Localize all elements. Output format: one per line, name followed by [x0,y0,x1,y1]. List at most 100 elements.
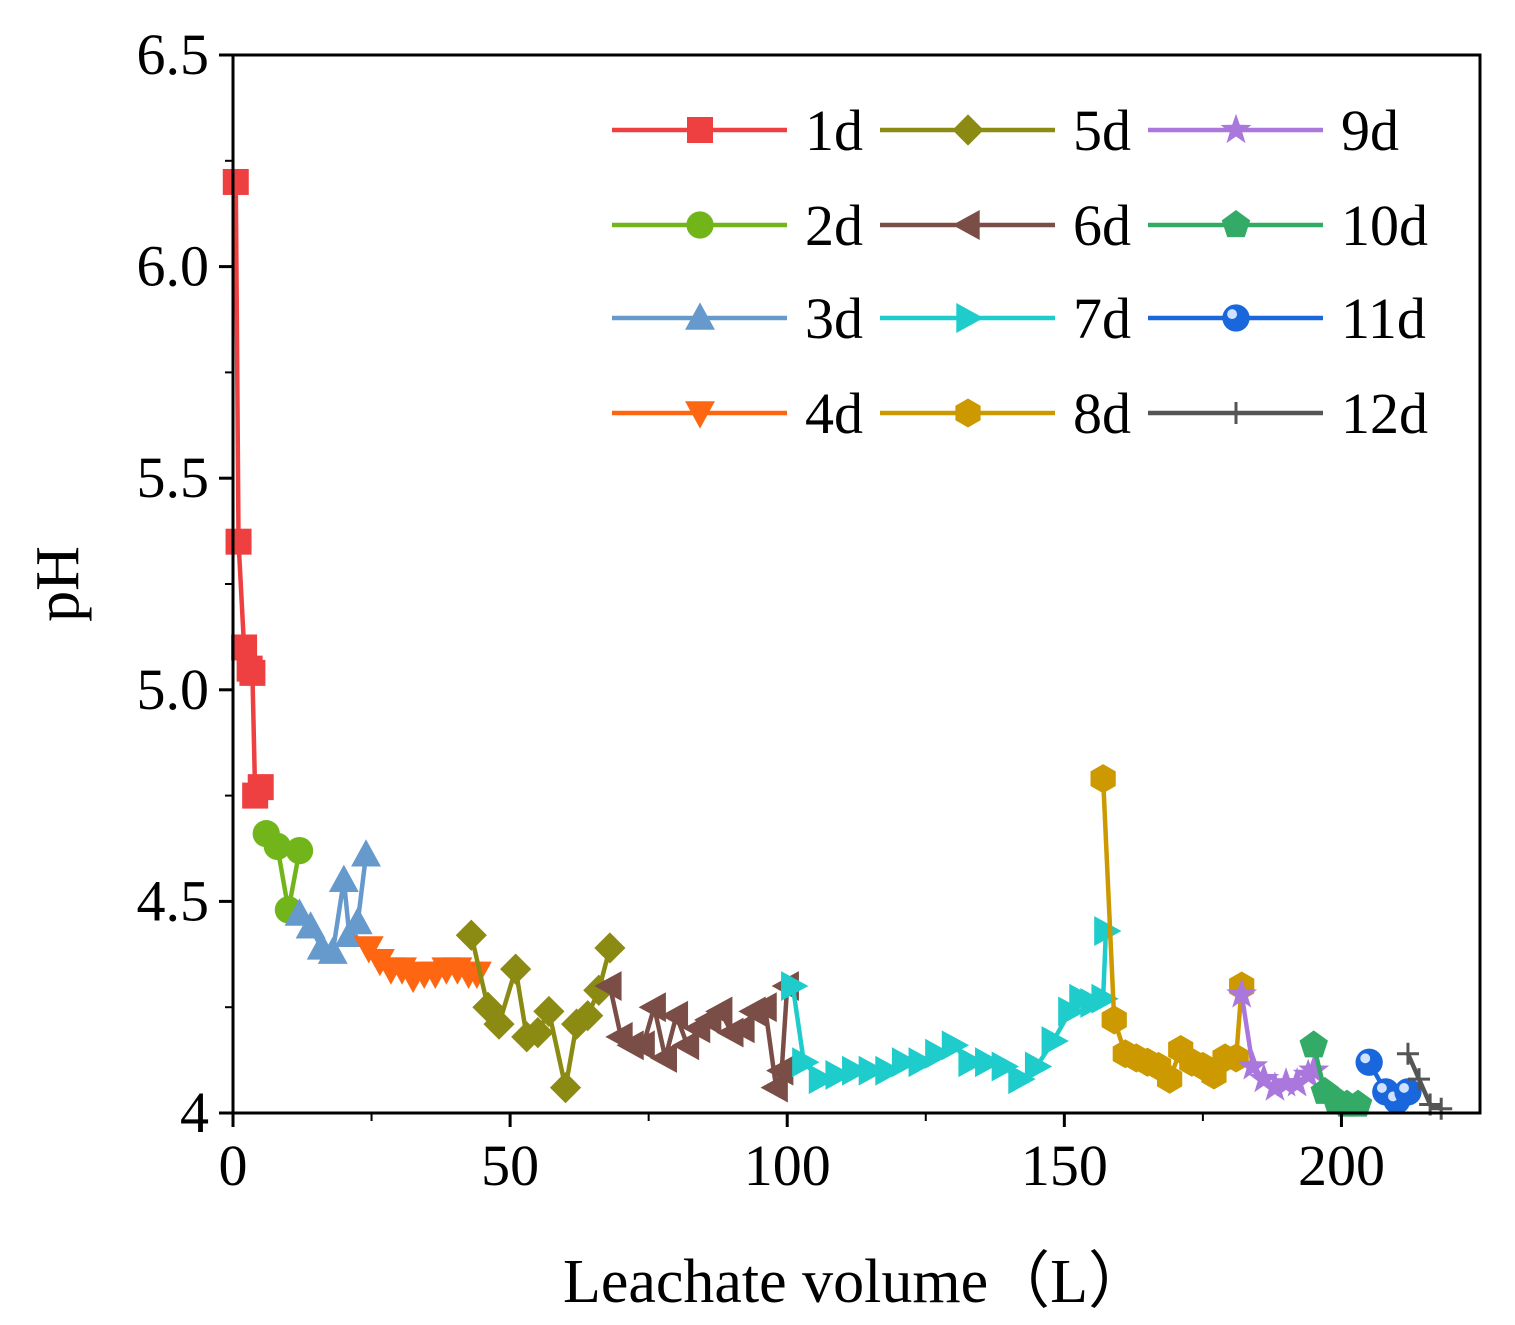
data-point-3d [342,906,373,935]
ball-body [1394,1078,1422,1106]
series-11d [1355,1048,1422,1114]
series-9d [1226,978,1330,1101]
data-point-6d [649,1043,677,1073]
data-point-7d [1008,1064,1036,1095]
data-point-7d [1041,1026,1069,1057]
legend-label: 4d [805,381,863,446]
data-point-3d [317,936,348,964]
y-tick-label: 5.0 [137,657,210,722]
data-point-5d [455,919,487,951]
series-line-8d [1100,778,1244,1082]
data-point-8d [1090,764,1116,794]
data-point-7d [792,1047,820,1078]
y-tick-label: 4 [180,1080,209,1145]
legend-marker [952,210,980,240]
data-point-6d [727,1013,755,1044]
data-point-7d [891,1047,920,1078]
series-4d [353,936,492,994]
ball-body [1222,304,1250,332]
data-point-1d [225,528,252,555]
legend-marker [956,303,984,333]
ticks-layer: 0 50 100 150 200 4 4.5 5.0 5.5 6.0 6.5 [137,22,1385,1198]
legend-marker [1222,304,1250,332]
data-point-12d [1408,1068,1431,1091]
legend-item-1d: 1d [612,98,863,163]
x-tick-label: 50 [481,1133,539,1198]
data-point-7d [875,1055,903,1086]
series-line-12d [1405,1052,1443,1111]
data-point-12d [1430,1097,1453,1120]
ball-highlight [1227,309,1238,320]
data-point-5d [483,1008,515,1040]
y-tick-label: 5.5 [137,445,210,510]
series-8d [1090,764,1255,1094]
data-point-5d [533,995,565,1028]
legend-marker [686,211,714,239]
data-point-7d [991,1051,1019,1082]
data-point-10d [1299,1030,1328,1058]
legend-item-4d: 4d [612,381,863,446]
data-point-9d [1226,978,1258,1008]
data-point-9d [1270,1067,1302,1097]
data-point-8d [1157,1064,1183,1094]
data-point-10d [1343,1089,1373,1117]
data-point-6d [749,992,777,1023]
data-point-5d [561,1008,593,1040]
data-point-1d [239,659,266,686]
legend-marker [687,117,713,143]
data-point-7d [1091,983,1119,1014]
data-point-6d [638,992,666,1023]
legend-label: 10d [1341,193,1428,258]
legend-label: 7d [1073,286,1131,351]
data-point-9d [1259,1071,1291,1101]
x-tick-label: 200 [1298,1133,1385,1198]
data-point-6d [627,1030,655,1061]
data-point-7d [941,1030,970,1061]
data-point-6d [594,971,622,1001]
ball-highlight [1376,1083,1387,1093]
x-tick-label: 100 [744,1133,831,1198]
legend-label: 6d [1073,193,1131,258]
series-10d [1299,1030,1373,1117]
legend-label: 9d [1341,98,1399,163]
legend-label: 8d [1073,381,1131,446]
data-point-11d [1355,1048,1383,1076]
data-point-3d [295,911,326,939]
data-point-12d [1396,1042,1419,1065]
data-point-2d [263,832,291,861]
data-point-7d [842,1055,870,1086]
data-point-5d [572,1000,604,1032]
data-point-5d [472,991,504,1023]
ball-body [1355,1048,1383,1076]
series-line-1d [233,181,263,798]
legend: 1d 2d 3d 4d 5d 6d 7d 8d 9d 10d 11d 12d [612,98,1428,446]
legend-label: 5d [1073,98,1131,163]
legend-item-5d: 5d [880,98,1131,163]
data-point-7d [958,1047,986,1078]
data-point-5d [522,1016,554,1049]
legend-marker [955,398,981,428]
ball-highlight [1360,1053,1371,1064]
y-axis-title: pH [24,546,92,622]
data-point-5d [549,1072,582,1104]
legend-marker [952,114,984,146]
legend-marker [1225,402,1247,424]
data-point-7d [825,1059,853,1090]
data-point-7d [908,1047,936,1078]
data-point-7d [1024,1051,1053,1082]
legend-item-10d: 10d [1148,193,1428,258]
ball-highlight [1399,1083,1409,1093]
data-point-8d [1101,1005,1127,1035]
data-point-9d [1298,1054,1330,1084]
data-point-11d [1394,1078,1422,1106]
legend-item-8d: 8d [880,381,1131,446]
legend-item-3d: 3d [612,286,863,351]
data-point-3d [328,864,359,892]
legend-label: 3d [805,286,863,351]
data-point-7d [808,1064,837,1095]
data-point-6d [760,1072,788,1103]
legend-item-6d: 6d [880,193,1131,258]
data-point-9d [1237,1050,1269,1080]
data-point-7d [975,1047,1003,1078]
